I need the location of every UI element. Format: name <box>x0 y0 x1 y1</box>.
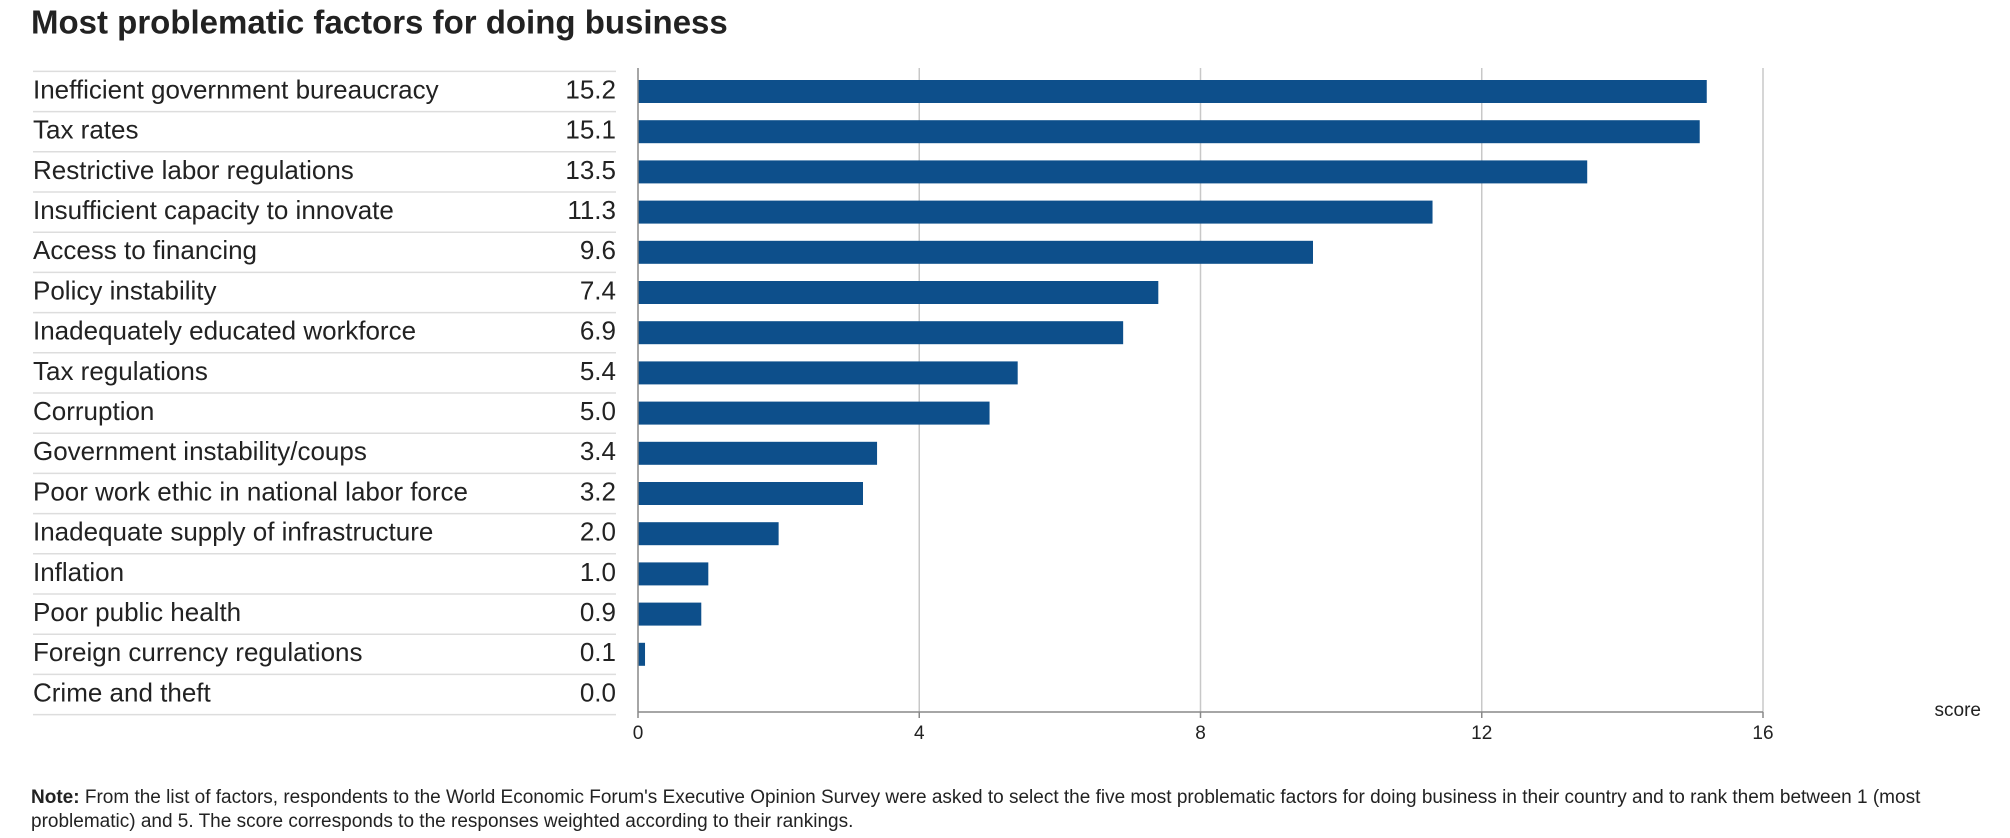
category-label: Inadequate supply of infrastructure <box>33 517 433 547</box>
note-text: From the list of factors, respondents to… <box>31 787 1921 832</box>
bar <box>638 80 1707 103</box>
bar <box>638 321 1124 345</box>
category-label: Inefficient government bureaucracy <box>33 74 439 104</box>
category-label: Inadequately educated workforce <box>33 316 416 346</box>
bar <box>638 240 1313 264</box>
value-label: 5.4 <box>580 356 616 386</box>
category-label: Policy instability <box>33 275 217 305</box>
x-tick-label: 8 <box>1195 723 1206 744</box>
chart: Most problematic factors for doing busin… <box>31 4 1981 744</box>
value-label: 7.4 <box>580 275 616 305</box>
category-label: Crime and theft <box>33 677 212 707</box>
bar <box>638 120 1700 144</box>
note: Note: From the list of factors, responde… <box>31 786 1981 834</box>
bar <box>638 441 878 465</box>
category-label: Government instability/coups <box>33 436 367 466</box>
x-tick-label: 16 <box>1752 723 1773 744</box>
category-label: Tax rates <box>33 115 139 145</box>
bar <box>638 562 709 586</box>
value-label: 15.2 <box>565 74 616 104</box>
category-label: Poor public health <box>33 597 241 627</box>
category-label: Insufficient capacity to innovate <box>33 195 394 225</box>
note-label: Note: <box>31 787 80 808</box>
category-label: Access to financing <box>33 235 257 265</box>
value-label: 1.0 <box>580 557 616 587</box>
category-label: Inflation <box>33 557 124 587</box>
value-label: 9.6 <box>580 235 616 265</box>
value-label: 6.9 <box>580 316 616 346</box>
value-label: 3.4 <box>580 436 616 466</box>
x-tick-label: 12 <box>1471 723 1492 744</box>
bar <box>638 281 1159 304</box>
value-label: 3.2 <box>580 476 616 506</box>
value-label: 2.0 <box>580 517 616 547</box>
category-label: Tax regulations <box>33 356 208 386</box>
bar <box>638 482 863 505</box>
category-label: Restrictive labor regulations <box>33 155 354 185</box>
category-label: Poor work ethic in national labor force <box>33 476 468 506</box>
value-label: 13.5 <box>565 155 616 185</box>
x-axis-label: score <box>1935 700 1981 721</box>
bar <box>638 160 1588 184</box>
chart-title: Most problematic factors for doing busin… <box>31 4 728 41</box>
category-label: Corruption <box>33 396 154 426</box>
value-label: 0.1 <box>580 637 616 667</box>
bar <box>638 642 646 666</box>
value-label: 5.0 <box>580 396 616 426</box>
bar <box>638 200 1433 224</box>
value-label: 15.1 <box>565 115 616 145</box>
value-label: 0.9 <box>580 597 616 627</box>
value-label: 0.0 <box>580 677 616 707</box>
x-tick-label: 4 <box>914 723 925 744</box>
value-label: 11.3 <box>567 195 616 225</box>
x-tick-label: 0 <box>633 723 644 744</box>
bar <box>638 361 1018 385</box>
bar <box>638 602 702 626</box>
bar <box>638 522 779 546</box>
bar <box>638 401 990 425</box>
category-label: Foreign currency regulations <box>33 637 363 667</box>
